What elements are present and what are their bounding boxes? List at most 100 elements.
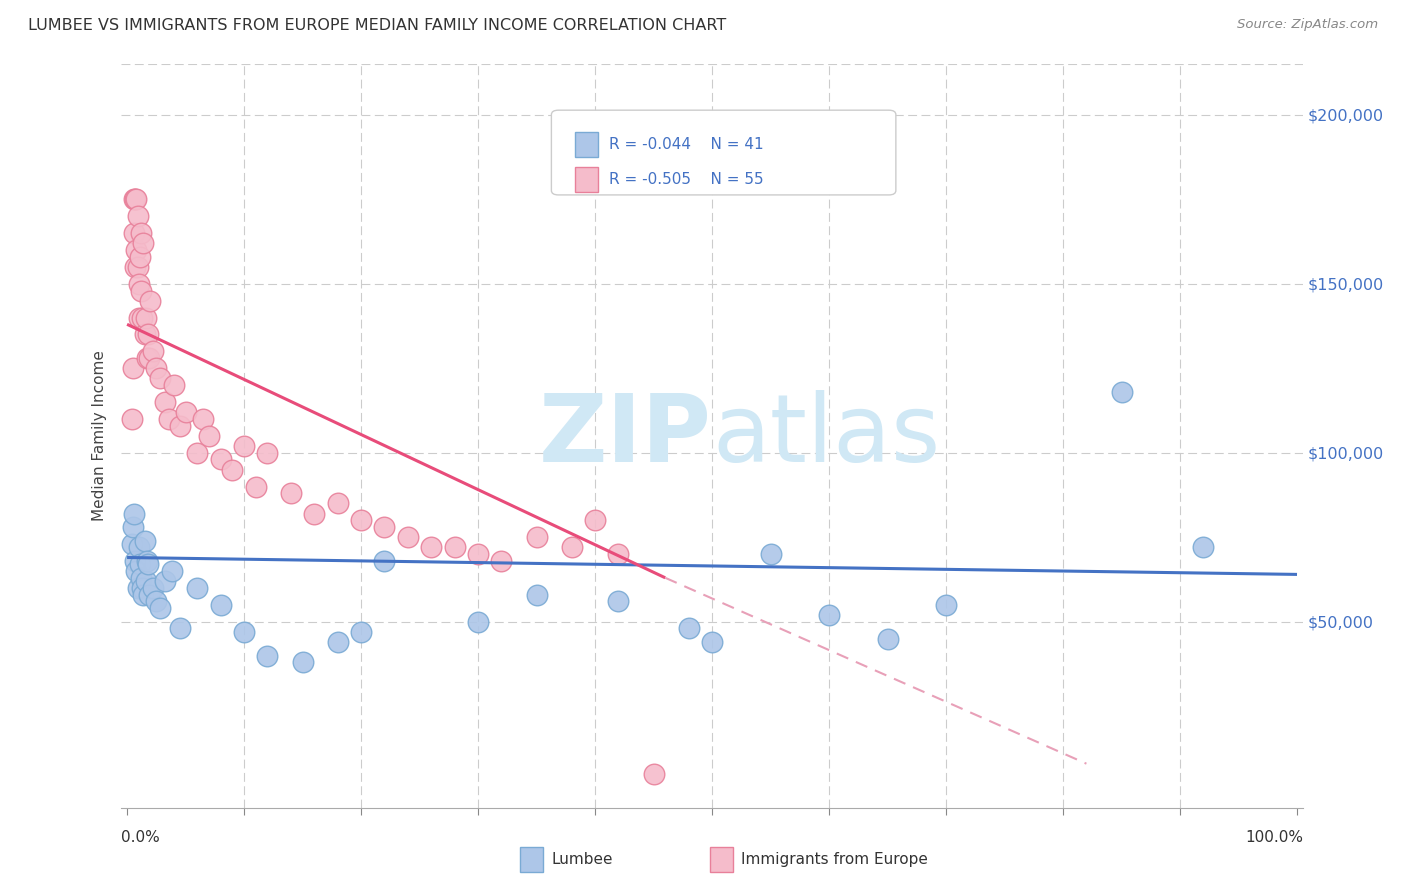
Y-axis label: Median Family Income: Median Family Income: [93, 351, 107, 521]
Point: [561, 541, 583, 555]
Point: [373, 520, 395, 534]
Point: [198, 429, 221, 443]
Point: [128, 310, 150, 325]
Point: [186, 446, 208, 460]
Point: [128, 541, 150, 555]
Point: [256, 648, 278, 663]
Point: [163, 378, 186, 392]
Point: [221, 462, 243, 476]
Point: [209, 452, 232, 467]
Point: [326, 635, 349, 649]
Text: Immigrants from Europe: Immigrants from Europe: [741, 853, 928, 867]
Point: [131, 581, 153, 595]
Point: [122, 520, 145, 534]
Point: [607, 547, 630, 561]
Point: [122, 226, 145, 240]
Point: [153, 395, 176, 409]
Point: [174, 405, 197, 419]
Point: [876, 632, 898, 646]
Point: [350, 624, 373, 639]
Point: [149, 371, 172, 385]
Point: [132, 236, 155, 251]
Point: [607, 594, 630, 608]
Point: [443, 541, 465, 555]
Point: [124, 192, 146, 206]
Point: [280, 486, 302, 500]
Text: atlas: atlas: [711, 390, 941, 482]
Point: [132, 588, 155, 602]
Point: [136, 558, 159, 572]
Point: [491, 554, 513, 568]
Point: [127, 260, 149, 274]
Point: [124, 554, 146, 568]
Point: [128, 277, 150, 291]
Point: [304, 507, 326, 521]
Point: [121, 412, 143, 426]
Point: [467, 547, 489, 561]
Point: [122, 507, 145, 521]
Point: [125, 564, 148, 578]
Point: [135, 310, 157, 325]
Point: [127, 209, 149, 223]
Point: [160, 564, 183, 578]
Point: [643, 767, 665, 781]
Point: [233, 624, 256, 639]
Point: [153, 574, 176, 589]
Text: Lumbee: Lumbee: [551, 853, 613, 867]
Point: [169, 622, 191, 636]
Point: [191, 412, 214, 426]
Point: [145, 361, 167, 376]
Point: [124, 260, 146, 274]
Point: [142, 344, 165, 359]
Point: [136, 554, 159, 568]
Point: [134, 327, 156, 342]
Point: [136, 351, 159, 365]
Point: [157, 412, 180, 426]
Point: [129, 284, 152, 298]
Text: 0.0%: 0.0%: [121, 830, 160, 845]
Point: [291, 655, 314, 669]
Point: [127, 581, 149, 595]
Point: [209, 598, 232, 612]
Point: [122, 361, 145, 376]
Point: [129, 226, 152, 240]
Point: [759, 547, 782, 561]
Point: [678, 622, 700, 636]
Point: [935, 598, 957, 612]
Point: [129, 558, 152, 572]
Point: [373, 554, 395, 568]
Point: [149, 601, 172, 615]
Point: [125, 192, 148, 206]
Text: R = -0.505    N = 55: R = -0.505 N = 55: [609, 171, 763, 186]
Text: Source: ZipAtlas.com: Source: ZipAtlas.com: [1237, 18, 1378, 31]
Point: [233, 439, 256, 453]
Point: [420, 541, 443, 555]
Point: [326, 496, 349, 510]
Point: [138, 351, 160, 365]
Point: [129, 250, 152, 264]
Point: [131, 310, 153, 325]
Point: [135, 574, 157, 589]
Text: 100.0%: 100.0%: [1244, 830, 1303, 845]
Point: [129, 571, 152, 585]
Point: [583, 513, 606, 527]
Point: [526, 588, 548, 602]
Point: [245, 479, 267, 493]
Point: [138, 588, 160, 602]
Point: [139, 293, 162, 308]
Point: [134, 533, 156, 548]
Point: [136, 327, 159, 342]
Text: LUMBEE VS IMMIGRANTS FROM EUROPE MEDIAN FAMILY INCOME CORRELATION CHART: LUMBEE VS IMMIGRANTS FROM EUROPE MEDIAN …: [28, 18, 727, 33]
Point: [818, 607, 841, 622]
Point: [169, 418, 191, 433]
Point: [350, 513, 373, 527]
Point: [125, 243, 148, 257]
Point: [186, 581, 208, 595]
Point: [1192, 541, 1215, 555]
Point: [121, 537, 143, 551]
Point: [467, 615, 489, 629]
Point: [256, 446, 278, 460]
Text: ZIP: ZIP: [538, 390, 711, 482]
Text: R = -0.044    N = 41: R = -0.044 N = 41: [609, 137, 763, 153]
Point: [396, 530, 419, 544]
